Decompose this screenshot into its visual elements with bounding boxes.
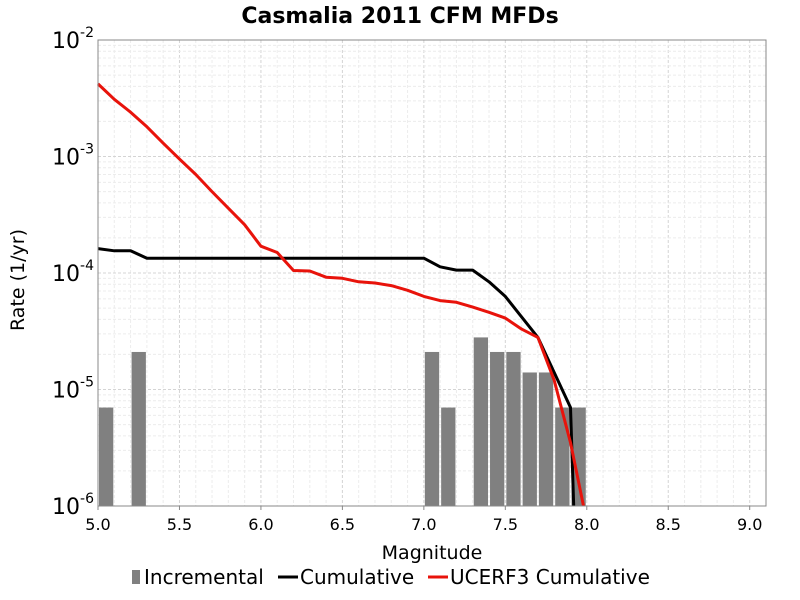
y-tick-label: 10-2 xyxy=(52,25,94,54)
y-tick-label: 10-3 xyxy=(52,142,94,171)
incremental-bar xyxy=(490,351,505,506)
incremental-bar xyxy=(424,351,440,506)
legend-label: Cumulative xyxy=(300,565,414,589)
bars xyxy=(99,337,586,506)
x-tick-label: 6.5 xyxy=(330,515,355,534)
incremental-bar xyxy=(131,351,146,506)
x-tick-label: 5.0 xyxy=(85,515,110,534)
x-ticks: 5.0 5.5 6.0 6.5 7.0 7.5 8.0 8.5 9.0 xyxy=(85,506,762,534)
x-tick-label: 6.0 xyxy=(248,515,273,534)
x-axis-label: Magnitude xyxy=(382,542,483,564)
incremental-bar xyxy=(473,337,489,506)
incremental-bar xyxy=(555,407,570,506)
x-tick-label: 7.5 xyxy=(493,515,518,534)
legend-swatch-incremental xyxy=(132,570,140,584)
legend: Incremental Cumulative UCERF3 Cumulative xyxy=(132,565,650,589)
legend-label: Incremental xyxy=(144,565,264,589)
chart-title: Casmalia 2011 CFM MFDs xyxy=(241,4,558,29)
incremental-bar xyxy=(522,372,537,506)
y-ticks: 10-2 10-3 10-4 10-5 10-6 xyxy=(52,25,94,520)
y-tick-label: 10-6 xyxy=(52,491,94,520)
y-tick-label: 10-4 xyxy=(52,258,94,287)
grid xyxy=(97,40,766,507)
plot-frame xyxy=(97,39,767,507)
y-axis-label: Rate (1/yr) xyxy=(7,229,29,331)
ucerf3-cumulative-line xyxy=(96,82,585,507)
x-tick-label: 5.5 xyxy=(167,515,192,534)
incremental-bar xyxy=(441,407,456,506)
x-tick-label: 8.5 xyxy=(656,515,681,534)
x-tick-label: 8.0 xyxy=(574,515,599,534)
incremental-bar xyxy=(506,351,521,506)
x-tick-label: 9.0 xyxy=(737,515,762,534)
lines xyxy=(96,82,585,507)
x-tick-label: 7.0 xyxy=(411,515,436,534)
legend-label: UCERF3 Cumulative xyxy=(450,565,650,589)
incremental-bar xyxy=(571,407,586,506)
incremental-bar xyxy=(538,372,554,506)
incremental-bar xyxy=(99,407,114,506)
y-tick-label: 10-5 xyxy=(52,375,94,404)
